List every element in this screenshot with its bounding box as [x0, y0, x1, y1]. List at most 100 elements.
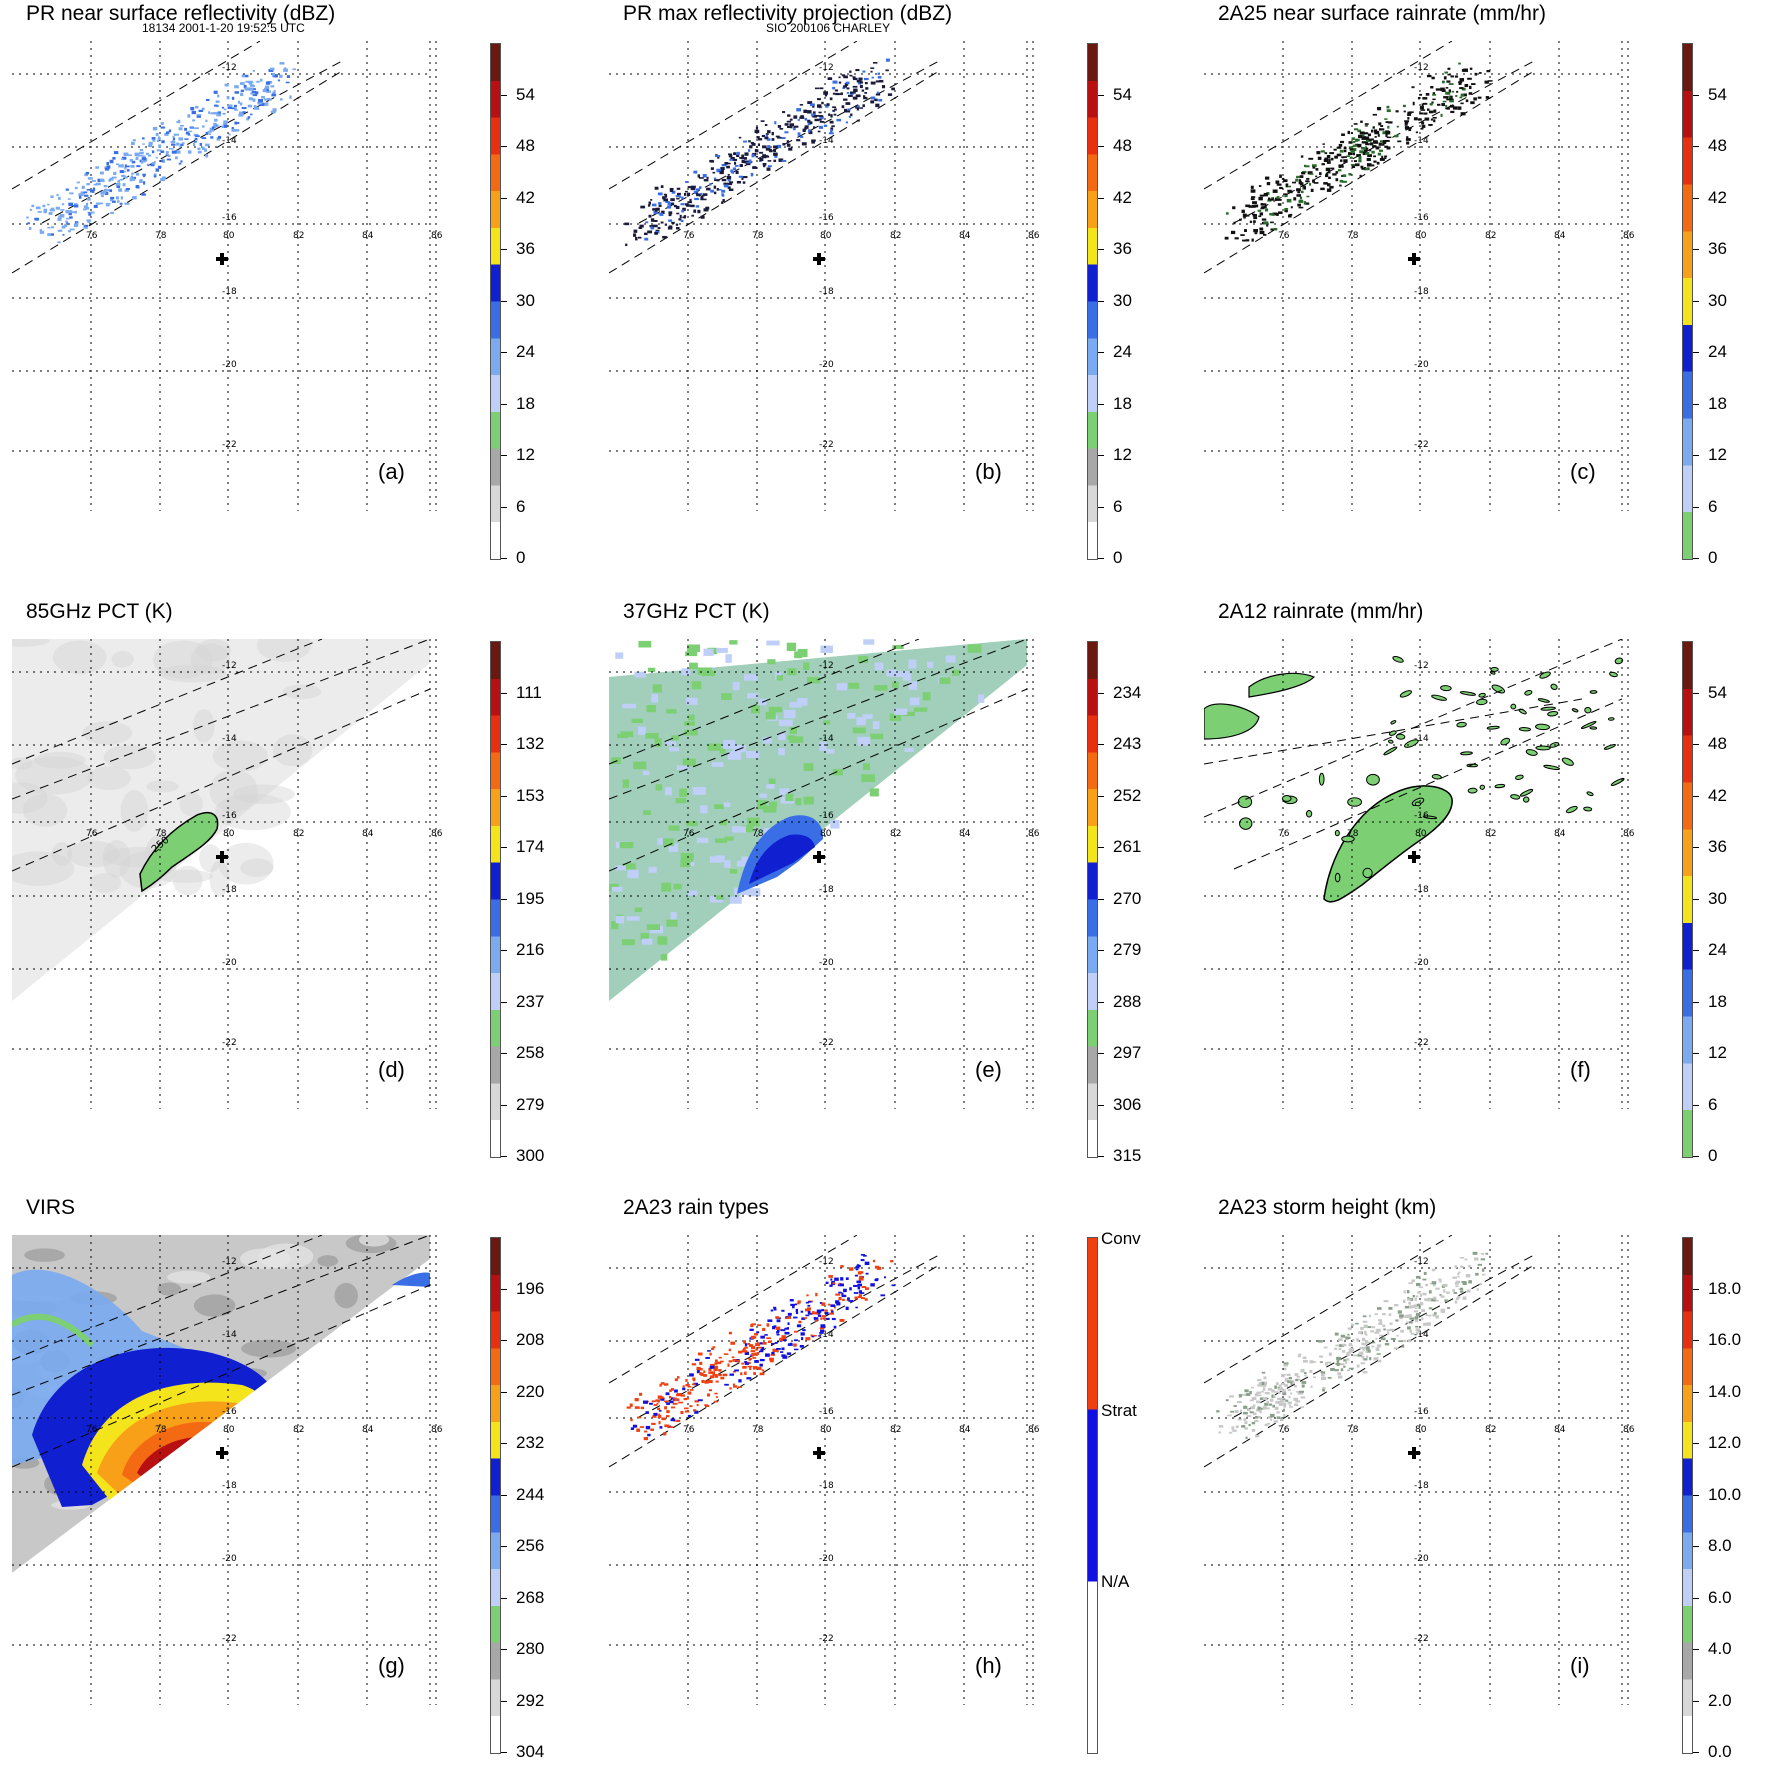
- rain-pixel: [178, 162, 182, 165]
- rain-pixel: [1426, 1299, 1432, 1302]
- pct-pixel: [721, 693, 732, 700]
- rain-pixel: [108, 178, 111, 182]
- rain-pixel: [765, 133, 769, 135]
- rain-pixel: [73, 204, 79, 208]
- rain-pixel: [1379, 157, 1385, 161]
- rain-cell: [1580, 721, 1597, 729]
- rain-pixel: [656, 1402, 659, 1405]
- rain-pixel: [740, 1372, 743, 1376]
- pct-pixel: [634, 671, 646, 678]
- pct-pixel: [719, 748, 726, 754]
- colorbar: 234 243 252 261 270 279 288 297 306 315: [1087, 641, 1157, 1165]
- rain-pixel: [1419, 112, 1424, 115]
- rain-pixel: [678, 218, 682, 221]
- rain-pixel: [1326, 183, 1331, 187]
- rain-pixel: [1257, 1384, 1262, 1387]
- pct-pixel: [641, 938, 653, 945]
- rain-pixel: [728, 1360, 733, 1363]
- rain-pixel: [660, 221, 664, 224]
- rain-pixel: [1379, 140, 1384, 143]
- rain-pixel: [109, 159, 114, 164]
- rain-pixel: [1414, 1316, 1419, 1320]
- rain-pixel: [165, 153, 169, 156]
- rain-pixel: [810, 1334, 814, 1337]
- rain-pixel: [796, 108, 802, 112]
- rain-pixel: [104, 166, 108, 169]
- rain-pixel: [280, 98, 283, 101]
- rain-pixel: [1343, 149, 1347, 153]
- rain-pixel: [878, 98, 883, 102]
- rain-pixel: [208, 111, 211, 114]
- rain-pixel: [211, 126, 215, 130]
- rain-pixel: [689, 1373, 694, 1377]
- rain-pixel: [723, 182, 728, 185]
- rain-pixel: [1236, 1401, 1242, 1404]
- rain-pixel: [686, 192, 691, 197]
- rain-pixel: [717, 156, 720, 159]
- rain-pixel: [223, 120, 228, 124]
- rain-pixel: [732, 158, 738, 161]
- rain-pixel: [124, 166, 127, 170]
- rain-pixel: [1362, 133, 1365, 137]
- rain-pixel: [728, 1331, 732, 1335]
- rain-cell: [1583, 806, 1593, 812]
- colorbar-tickmark: [1693, 1104, 1699, 1106]
- rain-pixel: [776, 1348, 779, 1353]
- rain-cell: [1571, 708, 1579, 713]
- rain-pixel: [1296, 188, 1301, 192]
- rain-pixel: [858, 1271, 864, 1274]
- rain-pixel: [1440, 1295, 1445, 1298]
- rain-pixel: [1358, 1331, 1362, 1334]
- rain-pixel: [1279, 174, 1282, 178]
- rain-pixel: [877, 72, 881, 75]
- colorbar-tickmark: [1693, 455, 1699, 456]
- rain-pixel: [799, 1344, 804, 1348]
- rain-pixel: [1251, 204, 1256, 208]
- rain-pixel: [67, 198, 71, 200]
- pct-pixel: [747, 693, 759, 699]
- rain-pixel: [1279, 1400, 1285, 1403]
- rain-pixel: [1431, 1268, 1436, 1272]
- lon-label: 82: [1485, 231, 1496, 241]
- pct-pixel: [847, 713, 856, 719]
- pct-pixel: [939, 677, 951, 685]
- lon-label: 82: [293, 1425, 304, 1435]
- rain-pixel: [863, 96, 868, 100]
- rain-pixel: [1365, 151, 1370, 156]
- swath-edge: [1204, 41, 1453, 190]
- rain-pixel: [139, 180, 143, 183]
- pct-pixel: [671, 735, 679, 741]
- colorbar-tickmark: [1693, 1597, 1699, 1599]
- rain-pixel: [1423, 102, 1428, 105]
- rain-pixel: [1371, 1345, 1375, 1348]
- rain-pixel: [673, 204, 677, 208]
- rain-cell: [1490, 666, 1499, 672]
- colorbar-tickmark: [1693, 1494, 1699, 1496]
- lat-label: -20: [1414, 958, 1429, 968]
- pct-pixel: [908, 659, 917, 669]
- rain-pixel: [184, 138, 189, 140]
- colorbar-tickmark: [501, 506, 507, 508]
- lon-label: 76: [683, 829, 695, 839]
- rain-pixel: [881, 85, 886, 89]
- rain-pixel: [750, 1323, 754, 1328]
- rain-pixel: [708, 1389, 713, 1392]
- rain-pixel: [1326, 154, 1331, 159]
- rain-pixel: [261, 95, 265, 99]
- pct-pixel: [626, 916, 640, 921]
- rain-pixel: [751, 1323, 756, 1326]
- colorbar-tickmark: [501, 1104, 507, 1106]
- lon-label: 86: [431, 231, 443, 241]
- rain-pixel: [652, 224, 658, 228]
- rain-pixel: [718, 1373, 722, 1377]
- rain-pixel: [643, 1400, 648, 1404]
- rain-pixel: [245, 80, 249, 83]
- rain-pixel: [1377, 106, 1382, 111]
- rain-pixel: [1408, 129, 1412, 132]
- rain-pixel: [1300, 1369, 1305, 1373]
- rain-pixel: [751, 1354, 754, 1357]
- pct-pixel: [634, 907, 643, 913]
- rain-pixel: [793, 1330, 798, 1333]
- rain-pixel: [713, 1368, 718, 1372]
- rain-pixel: [1360, 165, 1364, 169]
